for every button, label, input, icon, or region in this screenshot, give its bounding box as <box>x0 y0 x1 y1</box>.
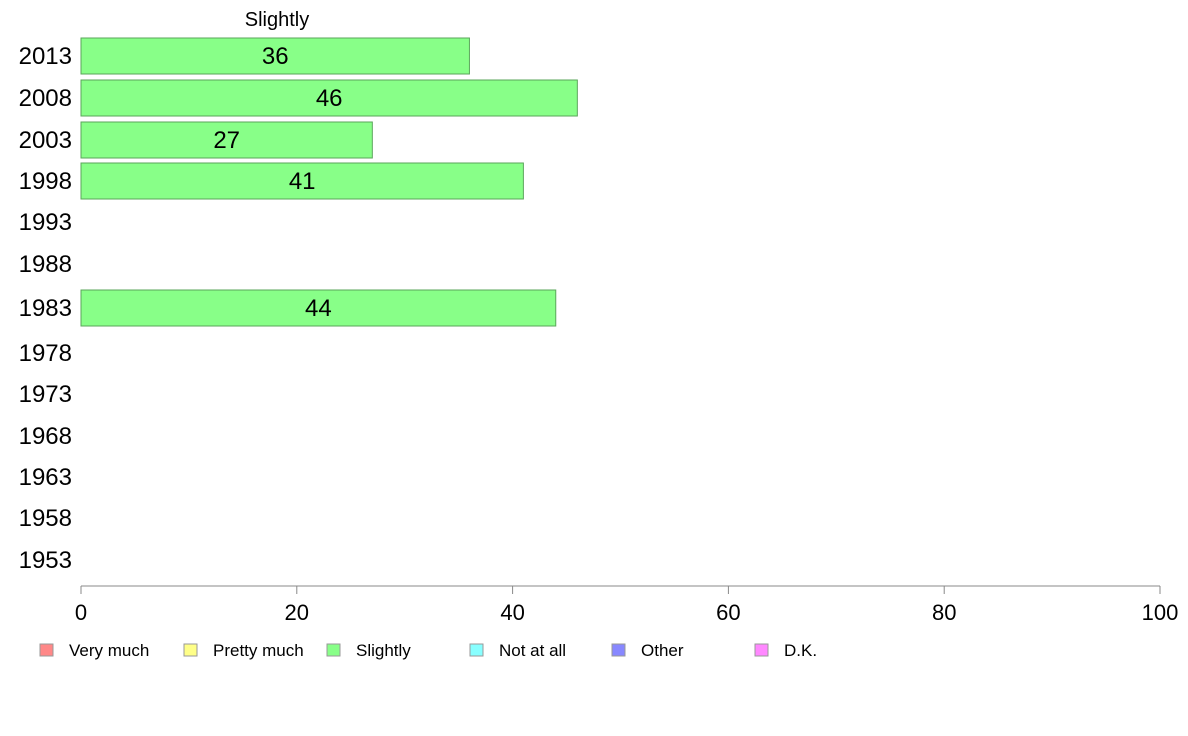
legend-swatch-other <box>611 643 626 657</box>
category-label-2013: 2013 <box>19 43 72 70</box>
legend-swatch-d-k <box>754 643 769 657</box>
legend-label-very-much: Very much <box>69 641 149 660</box>
legend: Very much Pretty much Slightly Not at all Ot… <box>39 641 817 660</box>
category-labels: 2013 2008 2003 1998 1993 1988 1983 1978 1973 1968… <box>19 43 72 574</box>
x-tick-label-20: 20 <box>285 600 309 625</box>
category-label-2008: 2008 <box>19 85 72 112</box>
legend-swatch-slightly <box>326 643 341 657</box>
bar-1983 <box>80 289 557 327</box>
category-label-1963: 1963 <box>19 464 72 491</box>
legend-label-d-k: D.K. <box>784 641 817 660</box>
legend-label-pretty-much: Pretty much <box>213 641 304 660</box>
bar-2013 <box>80 37 470 75</box>
data-label-2008: 46 <box>316 85 343 112</box>
category-label-1958: 1958 <box>19 505 72 532</box>
legend-label-other: Other <box>641 641 684 660</box>
category-label-1968: 1968 <box>19 423 72 450</box>
category-label-1953: 1953 <box>19 547 72 574</box>
category-label-1978: 1978 <box>19 340 72 367</box>
legend-swatch-very-much <box>39 643 54 657</box>
data-label-1998: 41 <box>289 168 316 195</box>
data-label-2013: 36 <box>262 43 289 70</box>
legend-label-not-at-all: Not at all <box>499 641 566 660</box>
category-label-1993: 1993 <box>19 209 72 236</box>
legend-swatch-pretty-much <box>183 643 198 657</box>
bars-layer: 36 46 27 41 44 <box>80 37 578 327</box>
x-tick-label-100: 100 <box>1142 600 1179 625</box>
category-label-2003: 2003 <box>19 127 72 154</box>
bar-2008 <box>80 79 578 117</box>
x-axis: 0 20 40 60 80 100 <box>75 585 1179 625</box>
bar-1998 <box>80 162 524 200</box>
x-tick-label-60: 60 <box>716 600 740 625</box>
x-tick-label-80: 80 <box>932 600 956 625</box>
data-label-1983: 44 <box>305 295 332 322</box>
chart-title: Slightly <box>245 9 309 31</box>
legend-label-slightly: Slightly <box>356 641 411 660</box>
category-label-1983: 1983 <box>19 295 72 322</box>
category-label-1973: 1973 <box>19 381 72 408</box>
x-tick-label-40: 40 <box>500 600 524 625</box>
legend-swatch-not-at-all <box>469 643 484 657</box>
bar-2003 <box>80 121 373 159</box>
category-label-1988: 1988 <box>19 251 72 278</box>
x-tick-label-0: 0 <box>75 600 87 625</box>
data-label-2003: 27 <box>213 127 240 154</box>
category-label-1998: 1998 <box>19 168 72 195</box>
